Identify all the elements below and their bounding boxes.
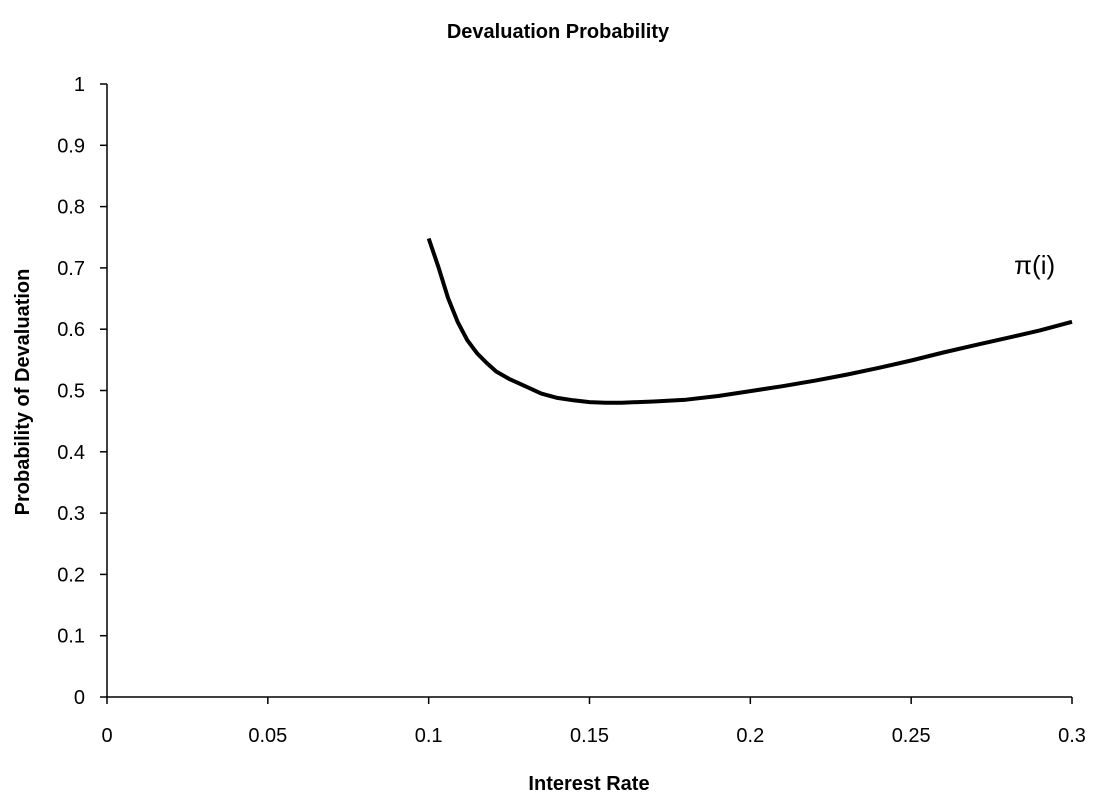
y-axis-ticks: 0 0.1 0.2 0.3 0.4 0.5 0.6 0.7 0.8 0.9 1	[57, 74, 107, 709]
y-tick-label: 0.1	[57, 626, 85, 648]
curve-annotation: π(i)	[1014, 250, 1055, 280]
x-tick-label: 0.3	[1058, 725, 1086, 747]
chart-title: Devaluation Probability	[447, 21, 670, 43]
x-tick-label: 0.1	[415, 725, 443, 747]
x-tick-label: 0.25	[892, 725, 931, 747]
y-tick-label: 0.8	[57, 197, 85, 219]
x-tick-label: 0	[101, 725, 112, 747]
y-tick-label: 0	[74, 687, 85, 709]
y-tick-label: 0.5	[57, 381, 85, 403]
y-tick-label: 0.3	[57, 503, 85, 525]
x-tick-label: 0.15	[570, 725, 609, 747]
x-axis-label: Interest Rate	[528, 773, 649, 795]
y-tick-label: 0.6	[57, 319, 85, 341]
y-tick-label: 0.7	[57, 258, 85, 280]
x-tick-label: 0.05	[248, 725, 287, 747]
y-tick-label: 1	[74, 74, 85, 96]
y-tick-label: 0.9	[57, 135, 85, 157]
y-axis-label: Probability of Devaluation	[12, 269, 34, 516]
y-tick-label: 0.2	[57, 564, 85, 586]
x-tick-label: 0.2	[736, 725, 764, 747]
series-line-0	[426, 237, 1073, 405]
y-tick-label: 0.4	[57, 442, 85, 464]
series-layer	[426, 237, 1073, 405]
x-axis-ticks: 0 0.05 0.1 0.15 0.2 0.25 0.3	[101, 697, 1086, 747]
